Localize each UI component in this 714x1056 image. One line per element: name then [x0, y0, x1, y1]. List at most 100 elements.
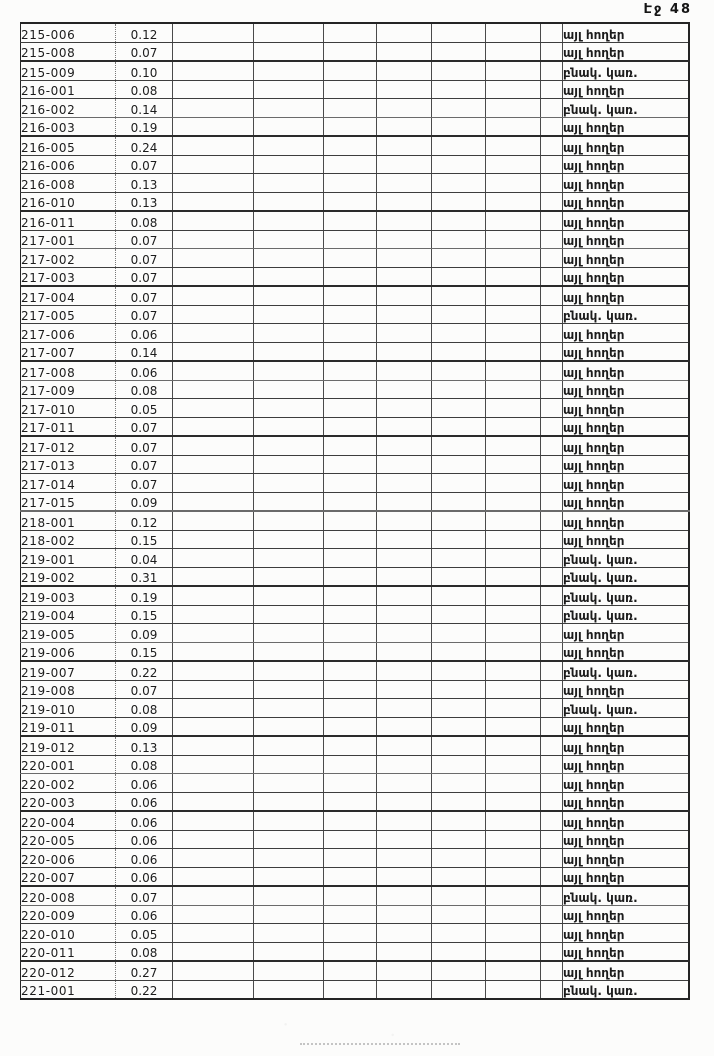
parcel-code-cell: 217-011	[20, 417, 116, 437]
empty-cell	[485, 136, 541, 156]
table-row: 220-007 0.06 այլ հողեր	[20, 867, 689, 887]
empty-cell	[253, 380, 324, 399]
area-value-cell: 0.24	[115, 136, 173, 156]
empty-cell	[172, 492, 254, 512]
empty-cell	[540, 680, 563, 699]
empty-cell	[172, 661, 254, 681]
empty-cell	[431, 623, 486, 643]
empty-cell	[376, 155, 432, 174]
empty-cell	[431, 773, 486, 793]
land-use-cell: այլ հողեր	[562, 848, 689, 868]
empty-cell	[540, 642, 563, 662]
area-value-cell: 0.09	[115, 717, 173, 737]
land-use-cell: այլ հողեր	[562, 811, 689, 831]
empty-cell	[323, 455, 377, 474]
parcel-code-cell: 217-008	[20, 361, 116, 381]
area-value-cell: 0.08	[115, 942, 173, 962]
empty-cell	[253, 661, 324, 681]
area-value-cell: 0.07	[115, 680, 173, 699]
empty-cell	[540, 417, 563, 437]
area-value-cell: 0.06	[115, 905, 173, 924]
area-value-cell: 0.07	[115, 305, 173, 324]
empty-cell	[253, 680, 324, 699]
empty-cell	[485, 192, 541, 212]
land-use-cell: այլ հողեր	[562, 342, 689, 362]
empty-cell	[431, 23, 486, 43]
empty-cell	[253, 23, 324, 43]
empty-cell	[323, 586, 377, 606]
empty-cell	[431, 942, 486, 962]
empty-cell	[431, 286, 486, 306]
table-row: 220-008 0.07 բնակ. կառ.	[20, 886, 689, 906]
empty-cell	[485, 792, 541, 812]
empty-cell	[485, 492, 541, 512]
empty-cell	[485, 455, 541, 474]
empty-cell	[323, 886, 377, 906]
empty-cell	[485, 680, 541, 699]
empty-cell	[172, 361, 254, 381]
empty-cell	[540, 211, 563, 231]
empty-cell	[172, 773, 254, 793]
land-use-cell: այլ հողեր	[562, 923, 689, 943]
empty-cell	[376, 623, 432, 643]
empty-cell	[323, 773, 377, 793]
land-use-cell: այլ հողեր	[562, 736, 689, 756]
empty-cell	[376, 755, 432, 774]
empty-cell	[172, 905, 254, 924]
table-row: 216-002 0.14 բնակ. կառ.	[20, 98, 689, 118]
empty-cell	[323, 61, 377, 81]
empty-cell	[323, 661, 377, 681]
empty-cell	[540, 830, 563, 849]
table-row: 219-002 0.31 բնակ. կառ.	[20, 567, 689, 587]
empty-cell	[172, 755, 254, 774]
empty-cell	[485, 230, 541, 249]
parcel-code-cell: 219-012	[20, 736, 116, 756]
empty-cell	[431, 361, 486, 381]
land-use-cell: այլ հողեր	[562, 417, 689, 437]
empty-cell	[172, 23, 254, 43]
empty-cell	[540, 848, 563, 868]
land-use-cell: այլ հողեր	[562, 942, 689, 962]
table-row: 216-010 0.13 այլ հողեր	[20, 192, 689, 212]
empty-cell	[323, 398, 377, 418]
land-use-cell: այլ հողեր	[562, 155, 689, 174]
parcel-code-cell: 219-003	[20, 586, 116, 606]
land-use-cell: այլ հողեր	[562, 230, 689, 249]
area-value-cell: 0.07	[115, 155, 173, 174]
empty-cell	[376, 830, 432, 849]
area-value-cell: 0.07	[115, 417, 173, 437]
table-row: 219-001 0.04 բնակ. կառ.	[20, 548, 689, 568]
empty-cell	[253, 230, 324, 249]
empty-cell	[485, 61, 541, 81]
parcel-code-cell: 217-006	[20, 323, 116, 343]
area-value-cell: 0.22	[115, 980, 173, 1000]
land-use-cell: այլ հողեր	[562, 286, 689, 306]
table-row: 217-012 0.07 այլ հողեր	[20, 436, 689, 456]
parcel-code-cell: 217-001	[20, 230, 116, 249]
empty-cell	[485, 286, 541, 306]
empty-cell	[431, 136, 486, 156]
empty-cell	[431, 717, 486, 737]
empty-cell	[253, 623, 324, 643]
empty-cell	[172, 886, 254, 906]
empty-cell	[431, 680, 486, 699]
table-row: 219-006 0.15 այլ հողեր	[20, 642, 689, 662]
empty-cell	[376, 117, 432, 137]
empty-cell	[253, 417, 324, 437]
empty-cell	[431, 473, 486, 493]
empty-cell	[323, 230, 377, 249]
empty-cell	[431, 923, 486, 943]
empty-cell	[323, 211, 377, 231]
empty-cell	[253, 605, 324, 624]
empty-cell	[172, 923, 254, 943]
empty-cell	[431, 455, 486, 474]
empty-cell	[540, 398, 563, 418]
empty-cell	[253, 492, 324, 512]
empty-cell	[376, 267, 432, 287]
area-value-cell: 0.07	[115, 230, 173, 249]
empty-cell	[323, 361, 377, 381]
area-value-cell: 0.09	[115, 623, 173, 643]
table-row: 217-009 0.08 այլ հողեր	[20, 380, 689, 399]
table-row: 220-005 0.06 այլ հողեր	[20, 830, 689, 849]
